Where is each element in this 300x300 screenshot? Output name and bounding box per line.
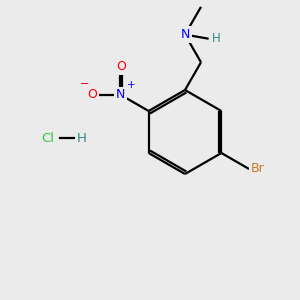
Text: Cl: Cl xyxy=(41,131,55,145)
Text: N: N xyxy=(116,88,126,101)
Text: N: N xyxy=(180,28,190,41)
Text: −: − xyxy=(80,79,89,89)
Text: O: O xyxy=(87,88,97,101)
Text: +: + xyxy=(127,80,136,90)
Text: O: O xyxy=(116,60,126,73)
Text: H: H xyxy=(77,131,87,145)
Text: H: H xyxy=(212,32,220,45)
Text: Br: Br xyxy=(251,163,265,176)
